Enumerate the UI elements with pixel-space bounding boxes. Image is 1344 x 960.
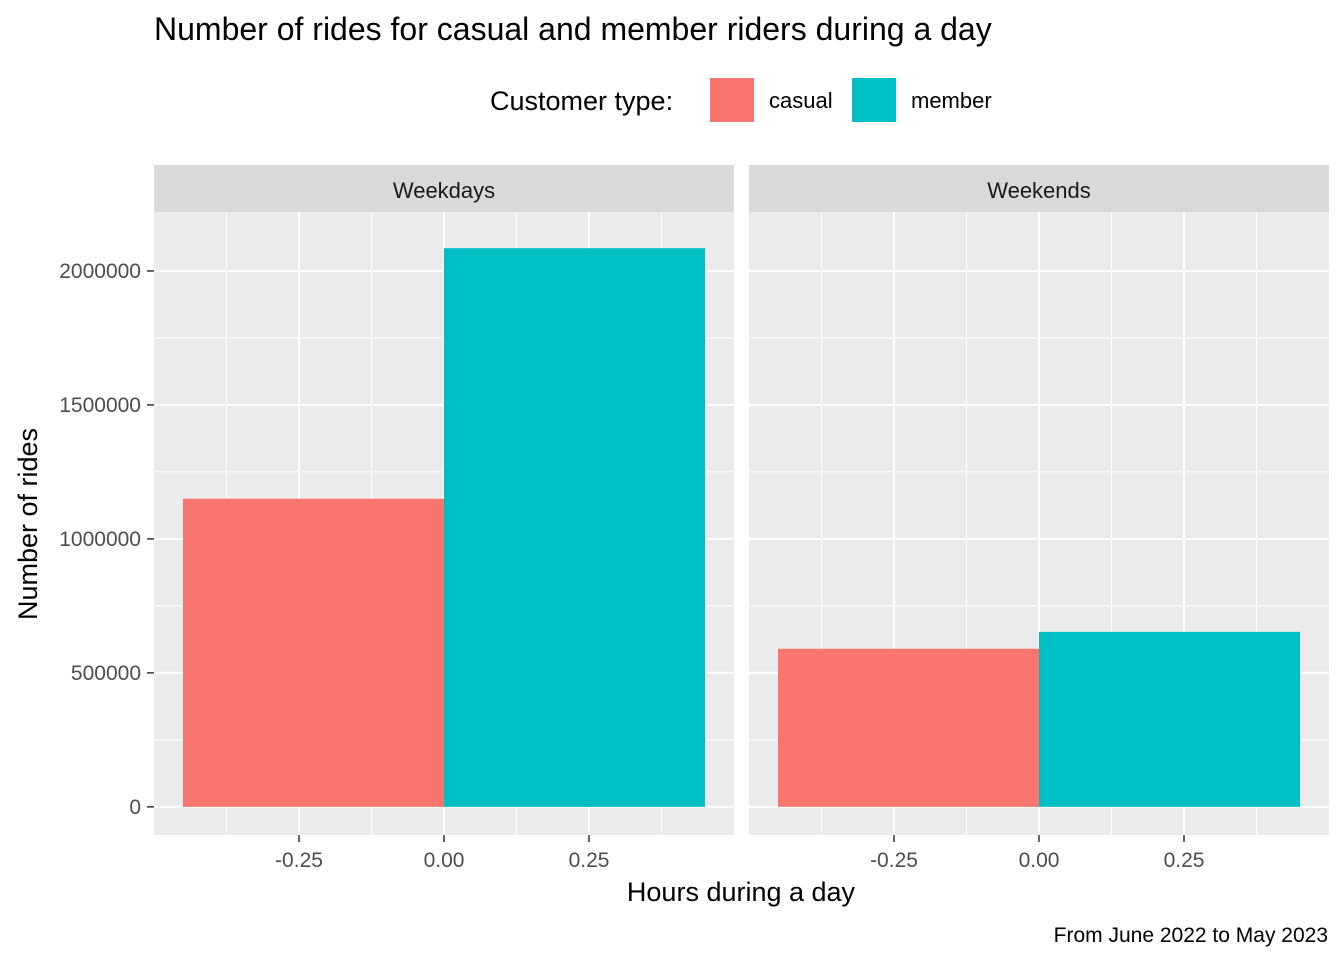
x-axis-weekends: -0.25 0.00 0.25 (870, 835, 1204, 872)
chart-title: Number of rides for casual and member ri… (154, 11, 992, 47)
facet-panel-weekdays: Weekdays -0.25 0.00 0.25 (154, 165, 734, 872)
bars-weekdays (183, 248, 705, 807)
x-tick-label: -0.25 (870, 849, 918, 872)
facet-panel-weekends: Weekends -0.25 0.00 0.25 (749, 165, 1329, 872)
x-tick-label: 0.25 (1164, 849, 1205, 872)
legend-label-member: member (911, 88, 992, 113)
x-axis-title: Hours during a day (627, 877, 856, 907)
legend-key-member (852, 78, 896, 122)
bar-member (1039, 631, 1300, 807)
y-tick-label: 2000000 (59, 260, 141, 283)
facet-label-weekends: Weekends (987, 178, 1091, 203)
y-tick-label: 500000 (71, 662, 141, 685)
legend-key-casual (710, 78, 754, 122)
bar-casual (183, 498, 444, 807)
x-tick-label: 0.00 (424, 849, 465, 872)
x-tick-label: 0.00 (1019, 849, 1060, 872)
facet-strip-weekdays (154, 165, 734, 212)
bars-weekends (778, 631, 1300, 807)
y-axis: 0 500000 1000000 1500000 2000000 (59, 260, 154, 819)
y-tick-label: 1500000 (59, 394, 141, 417)
y-tick-label: 0 (129, 796, 141, 819)
x-axis-weekdays: -0.25 0.00 0.25 (275, 835, 609, 872)
y-axis-title: Number of rides (13, 428, 43, 620)
bar-member (444, 248, 705, 807)
chart-caption: From June 2022 to May 2023 (1054, 924, 1328, 947)
bar-casual (778, 648, 1039, 807)
y-tick-label: 1000000 (59, 528, 141, 551)
x-tick-label: -0.25 (275, 849, 323, 872)
legend: Customer type: casual member (490, 78, 992, 122)
legend-label-casual: casual (769, 88, 833, 113)
facet-strip-weekends (749, 165, 1329, 212)
facet-label-weekdays: Weekdays (393, 178, 495, 203)
x-tick-label: 0.25 (569, 849, 610, 872)
legend-title: Customer type: (490, 86, 673, 116)
